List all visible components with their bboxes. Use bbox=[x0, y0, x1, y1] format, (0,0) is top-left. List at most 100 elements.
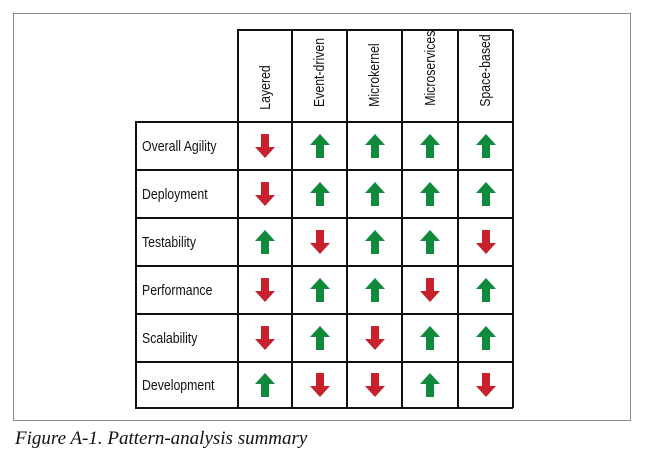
arrow-up-icon bbox=[309, 326, 330, 350]
row-label-cell: Testability bbox=[136, 218, 238, 266]
rating-cell bbox=[402, 170, 458, 218]
grid-line-vertical bbox=[291, 121, 293, 408]
grid-line-vertical bbox=[512, 121, 514, 408]
rating-cell bbox=[347, 218, 402, 266]
grid-line-top bbox=[237, 29, 513, 31]
row-label-cell: Development bbox=[136, 362, 238, 408]
row-label: Performance bbox=[142, 281, 213, 299]
row-label-cell: Scalability bbox=[136, 314, 238, 362]
arrow-up-icon bbox=[420, 134, 440, 158]
rating-cell bbox=[238, 170, 292, 218]
rating-cell bbox=[347, 170, 402, 218]
column-header: Microkernel bbox=[347, 30, 402, 118]
column-header: Microservices bbox=[402, 30, 458, 118]
grid-line-vertical bbox=[401, 121, 403, 408]
rating-cell bbox=[292, 218, 347, 266]
column-header: Space-based bbox=[458, 30, 513, 118]
rating-cell bbox=[402, 362, 458, 408]
rating-cell bbox=[402, 314, 458, 362]
arrow-up-icon bbox=[475, 134, 496, 158]
rating-cell bbox=[292, 170, 347, 218]
arrow-up-icon bbox=[255, 230, 275, 254]
grid-line-vertical bbox=[291, 30, 293, 122]
arrow-down-icon bbox=[364, 326, 385, 350]
rating-cell bbox=[347, 122, 402, 170]
figure-caption: Figure A-1. Pattern-analysis summary bbox=[15, 428, 308, 449]
grid-line-horizontal bbox=[135, 217, 513, 219]
arrow-up-icon bbox=[309, 182, 330, 206]
row-label-cell: Performance bbox=[136, 266, 238, 314]
rating-cell bbox=[402, 266, 458, 314]
row-label: Testability bbox=[142, 233, 197, 251]
rating-cell bbox=[238, 314, 292, 362]
arrow-up-icon bbox=[309, 278, 330, 302]
rating-cell bbox=[458, 362, 513, 408]
arrow-down-icon bbox=[475, 230, 496, 254]
arrow-down-icon bbox=[309, 230, 330, 254]
arrow-down-icon bbox=[475, 373, 496, 397]
grid-line-horizontal bbox=[135, 361, 513, 363]
column-header-label: Microkernel bbox=[366, 43, 383, 108]
rating-cell bbox=[238, 218, 292, 266]
grid-line-vertical bbox=[135, 121, 137, 408]
rating-cell bbox=[458, 314, 513, 362]
arrow-up-icon bbox=[420, 182, 440, 206]
arrow-up-icon bbox=[364, 182, 385, 206]
grid-line-vertical bbox=[457, 121, 459, 408]
figure-frame: Layered Event-driven Microkernel Microservi… bbox=[13, 13, 631, 421]
column-header: Event-driven bbox=[292, 30, 347, 118]
arrow-down-icon bbox=[255, 278, 275, 302]
rating-cell bbox=[458, 122, 513, 170]
rating-cell bbox=[458, 170, 513, 218]
arrow-up-icon bbox=[420, 326, 440, 350]
rating-cell bbox=[347, 266, 402, 314]
row-label-cell: Overall Agility bbox=[136, 122, 238, 170]
arrow-down-icon bbox=[420, 278, 440, 302]
arrow-up-icon bbox=[364, 134, 385, 158]
column-header-label: Space-based bbox=[477, 33, 494, 107]
row-label: Scalability bbox=[142, 329, 198, 347]
column-header-label: Microservices bbox=[421, 30, 439, 107]
column-header-label: Layered bbox=[256, 65, 274, 110]
rating-cell bbox=[347, 314, 402, 362]
rating-cell bbox=[402, 218, 458, 266]
arrow-up-icon bbox=[475, 278, 496, 302]
row-label: Development bbox=[142, 376, 215, 394]
arrow-up-icon bbox=[309, 134, 330, 158]
rating-cell bbox=[402, 122, 458, 170]
grid-line-horizontal bbox=[135, 407, 513, 409]
rating-cell bbox=[347, 362, 402, 408]
grid-line-horizontal bbox=[135, 313, 513, 315]
column-header: Layered bbox=[238, 30, 292, 118]
grid-line-vertical bbox=[237, 121, 239, 408]
grid-line-vertical bbox=[457, 30, 459, 122]
row-label: Deployment bbox=[142, 185, 208, 203]
column-header-label: Event-driven bbox=[311, 37, 328, 107]
rating-cell bbox=[292, 122, 347, 170]
rating-cell bbox=[292, 362, 347, 408]
arrow-up-icon bbox=[420, 373, 440, 397]
arrow-up-icon bbox=[475, 326, 496, 350]
rating-cell bbox=[238, 266, 292, 314]
row-label: Overall Agility bbox=[142, 137, 217, 155]
grid-line-vertical bbox=[401, 30, 403, 122]
grid-line-vertical bbox=[237, 30, 239, 122]
arrow-up-icon bbox=[420, 230, 440, 254]
grid-line-horizontal bbox=[135, 169, 513, 171]
arrow-down-icon bbox=[255, 182, 275, 206]
rating-cell bbox=[458, 218, 513, 266]
arrow-up-icon bbox=[364, 230, 385, 254]
arrow-up-icon bbox=[364, 278, 385, 302]
arrow-down-icon bbox=[255, 134, 275, 158]
grid-line-vertical bbox=[346, 30, 348, 122]
arrow-up-icon bbox=[475, 182, 496, 206]
row-label-cell: Deployment bbox=[136, 170, 238, 218]
arrow-down-icon bbox=[364, 373, 385, 397]
grid-line-horizontal bbox=[135, 265, 513, 267]
rating-cell bbox=[292, 314, 347, 362]
grid-line-vertical bbox=[346, 121, 348, 408]
rating-cell bbox=[292, 266, 347, 314]
arrow-down-icon bbox=[309, 373, 330, 397]
rating-cell bbox=[238, 122, 292, 170]
rating-cell bbox=[458, 266, 513, 314]
